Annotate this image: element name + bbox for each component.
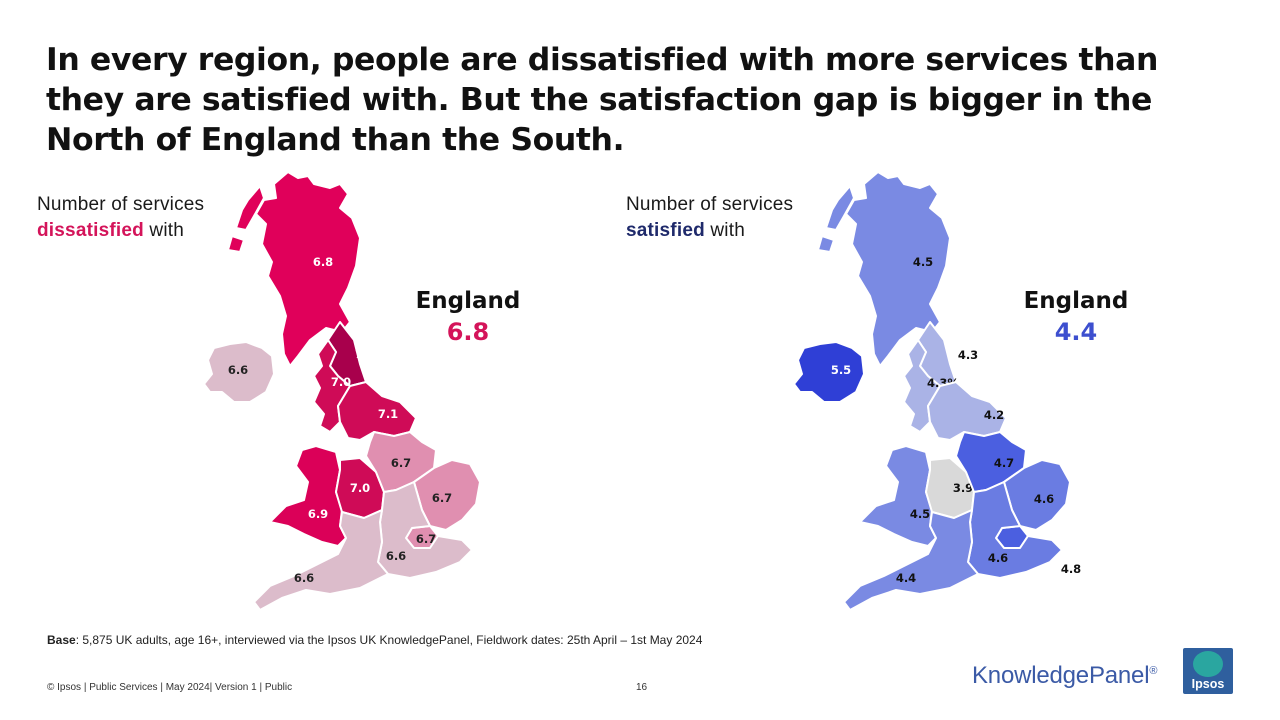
right-caption-line1: Number of services [626, 194, 794, 215]
yorkshire-region: 4.2 [927, 381, 1007, 441]
scotland-shape [255, 171, 361, 367]
scotland-islands-shape [227, 185, 265, 253]
wales-region: 6.9 [269, 445, 347, 547]
scotland-region: 4.5 [817, 171, 951, 367]
scotland-region: 6.8 [227, 171, 361, 367]
ipsos-logo-mark [1193, 651, 1223, 677]
northern-ireland-shape [793, 341, 865, 403]
footer-text: © Ipsos | Public Services | May 2024| Ve… [47, 682, 293, 693]
yorkshire-value: 7.1 [378, 407, 398, 421]
satisfied-uk-map: 4.5 5.5 4.3 4.3% 4.2 4.5 3.9 4.7 4.6 4.8… [793, 171, 1081, 611]
wales-region: 4.5 [859, 445, 937, 547]
northern-ireland-region: 6.6 [203, 341, 275, 403]
south-west-shape [843, 509, 979, 611]
right-caption-rest: with [704, 220, 745, 241]
northern-ireland-value: 5.5 [831, 363, 851, 377]
right-england-summary: England 4.4 [1006, 286, 1146, 348]
north-west-shape [903, 339, 941, 433]
yorkshire-region: 7.1 [337, 381, 417, 441]
wales-shape [269, 445, 347, 547]
scotland-islands-shape [817, 185, 855, 253]
west-midlands-value: 3.9 [953, 481, 973, 495]
right-caption-line2: satisfied with [626, 218, 793, 244]
south-east-value: 4.6 [988, 551, 1008, 565]
northern-ireland-shape [203, 341, 275, 403]
south-west-region: 6.6 [253, 509, 389, 611]
wales-value: 6.9 [308, 507, 328, 521]
london-value: 6.7 [416, 532, 436, 546]
scotland-value: 4.5 [913, 255, 933, 269]
north-west-region: 7.0 [313, 339, 351, 433]
knowledgepanel-logo-text: KnowledgePanel [972, 662, 1150, 689]
right-england-value: 4.4 [1054, 318, 1098, 346]
north-east-value: 7.4 [355, 347, 375, 361]
east-of-england-region: 6.7 [413, 459, 481, 531]
london-value: 4.8 [1061, 562, 1081, 576]
ipsos-logo-text: Ipsos [1191, 677, 1225, 691]
east-midlands-value: 6.7 [391, 456, 411, 470]
south-west-value: 4.4 [896, 571, 916, 585]
scotland-value: 6.8 [313, 255, 333, 269]
north-east-value: 4.3 [958, 348, 978, 362]
northern-ireland-region: 5.5 [793, 341, 865, 403]
south-east-value: 6.6 [386, 549, 406, 563]
south-west-region: 4.4 [843, 509, 979, 611]
left-england-label: England [415, 288, 521, 314]
left-caption-rest: with [143, 220, 185, 241]
ipsos-logo: Ipsos [1183, 648, 1233, 694]
knowledgepanel-registered-mark: ® [1149, 665, 1158, 677]
left-caption-line1: Number of services [37, 194, 205, 215]
knowledgepanel-logo: KnowledgePanel® [972, 662, 1157, 690]
base-note-text: : 5,875 UK adults, age 16+, interviewed … [75, 633, 703, 647]
north-west-value: 7.0 [331, 375, 351, 389]
south-west-value: 6.6 [294, 571, 314, 585]
right-caption-strong: satisfied [626, 220, 705, 241]
east-of-england-value: 4.6 [1034, 492, 1054, 506]
north-west-shape [313, 339, 351, 433]
east-of-england-value: 6.7 [432, 491, 452, 505]
yorkshire-value: 4.2 [984, 408, 1004, 422]
wales-shape [859, 445, 937, 547]
left-caption-line2: dissatisfied with [37, 218, 204, 244]
scotland-shape [845, 171, 951, 367]
left-caption-strong: dissatisfied [37, 220, 144, 241]
west-midlands-value: 7.0 [350, 481, 370, 495]
northern-ireland-value: 6.6 [228, 363, 248, 377]
wales-value: 4.5 [910, 507, 930, 521]
left-england-summary: England 6.8 [398, 286, 538, 348]
page-number: 16 [636, 682, 648, 693]
base-note-label: Base [47, 633, 76, 647]
slide-title: In every region, people are dissatisfied… [46, 42, 1159, 158]
right-map-caption: Number of services satisfied with [626, 192, 793, 244]
east-midlands-value: 4.7 [994, 456, 1014, 470]
south-west-shape [253, 509, 389, 611]
left-map-caption: Number of services dissatisfied with [37, 192, 204, 244]
left-england-value: 6.8 [446, 318, 490, 346]
base-note: Base: 5,875 UK adults, age 16+, intervie… [47, 633, 702, 647]
right-england-label: England [1023, 288, 1129, 314]
dissatisfied-uk-map: 6.8 6.6 7.4 7.0 7.1 6.9 7.0 6.7 6.7 6.7 … [203, 171, 481, 611]
